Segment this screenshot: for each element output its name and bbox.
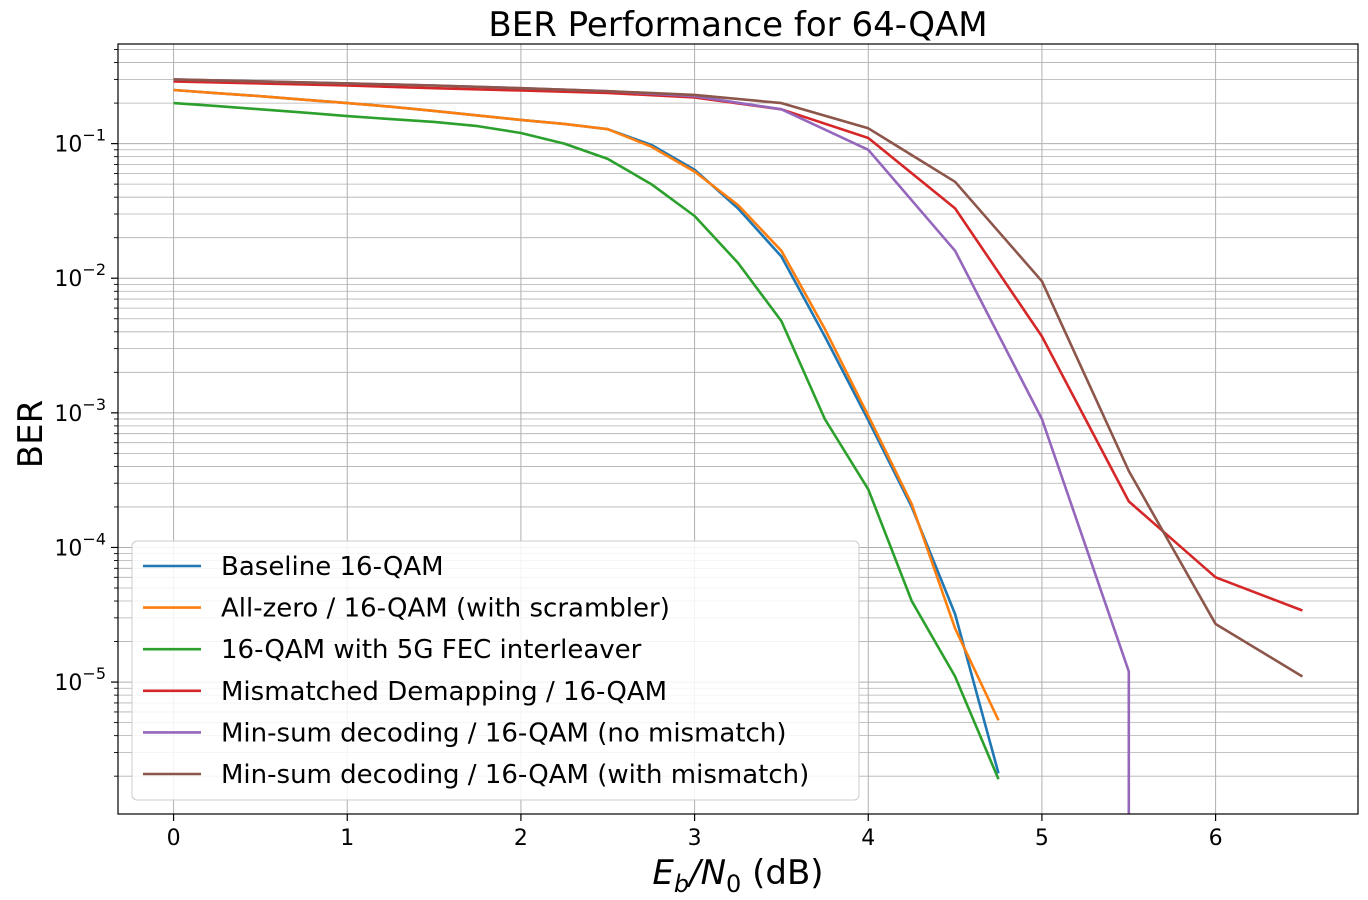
x-tick-label: 6: [1209, 826, 1223, 851]
x-tick-label: 1: [340, 826, 354, 851]
series-lines: [173, 78, 1304, 814]
y-tick-label: 10−2: [54, 260, 106, 292]
legend-box: [131, 540, 860, 801]
legend: Baseline 16-QAM All-zero / 16-QAM (with s…: [131, 540, 860, 801]
series-line-4: [173, 80, 1303, 612]
x-tick-label: 0: [167, 826, 181, 851]
x-axis-label: Eb/N0 (dB): [652, 853, 823, 898]
xlabel-rest: (dB): [741, 853, 823, 893]
y-tick-label: 10−4: [54, 529, 106, 561]
x-tick-label: 5: [1035, 826, 1049, 851]
x-tick-label: 4: [861, 826, 875, 851]
y-tick-label: 10−1: [54, 126, 106, 158]
y-axis-label: BER: [11, 400, 51, 468]
series-line-3: [173, 101, 1000, 780]
xlabel-sub2: 0: [726, 870, 741, 898]
y-tick-label: 10−5: [54, 664, 106, 696]
legend-label: Baseline 16-QAM: [221, 552, 444, 582]
xlabel-mid: /N: [686, 853, 726, 893]
legend-label: Min-sum decoding / 16-QAM (no mismatch): [221, 718, 786, 748]
legend-label: 16-QAM with 5G FEC interleaver: [221, 635, 642, 665]
xlabel-base: E: [652, 853, 674, 893]
series-line-2: [173, 88, 1000, 721]
x-tick-label: 3: [688, 826, 702, 851]
series-line-6: [173, 78, 1304, 678]
x-axis-ticks: 0 1 2 3 4 5 6: [167, 814, 1223, 851]
y-axis-ticks: 10−1 10−2 10−3 10−4 10−5: [54, 49, 118, 777]
x-tick-label: 2: [514, 826, 528, 851]
y-tick-label: 10−3: [54, 395, 106, 427]
legend-label: Mismatched Demapping / 16-QAM: [221, 677, 667, 707]
chart-title: BER Performance for 64-QAM: [488, 5, 987, 45]
legend-label: All-zero / 16-QAM (with scrambler): [221, 594, 670, 624]
xlabel-sub1: b: [674, 870, 689, 898]
legend-label: Min-sum decoding / 16-QAM (with mismatch…: [221, 760, 809, 790]
plot-frame: [117, 43, 1359, 815]
